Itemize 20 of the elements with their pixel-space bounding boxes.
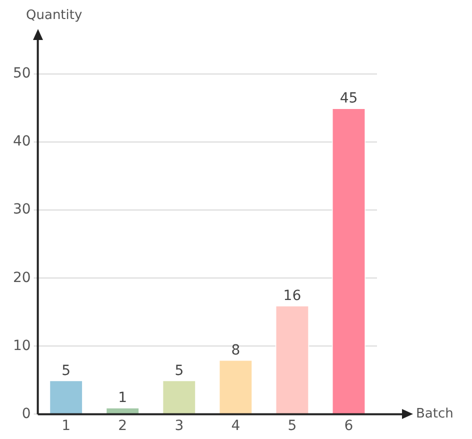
x-tick-label: 6 — [344, 418, 354, 434]
y-tick-label: 40 — [12, 134, 31, 150]
y-tick-label: 50 — [12, 66, 31, 82]
y-axis-title: Quantity — [26, 8, 82, 23]
x-axis-title: Batch — [416, 406, 454, 422]
data-label: 5 — [62, 362, 71, 379]
y-tick-label: 0 — [22, 406, 31, 422]
x-tick-label: 3 — [174, 418, 184, 434]
data-label: 16 — [283, 288, 302, 304]
y-tick-label: 10 — [12, 338, 31, 354]
data-label: 45 — [340, 90, 358, 107]
x-tick-label: 2 — [118, 418, 128, 434]
x-tick-label: 1 — [62, 418, 71, 434]
x-tick-label: 4 — [231, 418, 240, 434]
y-tick-label: 30 — [12, 202, 31, 218]
y-tick-label: 20 — [12, 270, 31, 286]
data-label: 8 — [231, 342, 240, 358]
data-label: 5 — [174, 362, 184, 379]
data-label: 1 — [118, 390, 128, 406]
x-tick-label: 5 — [288, 418, 297, 434]
